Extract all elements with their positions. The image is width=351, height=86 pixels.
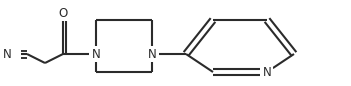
Text: N: N (263, 66, 271, 79)
Text: N: N (148, 47, 157, 60)
Text: N: N (2, 47, 11, 60)
Text: O: O (58, 7, 68, 20)
Text: N: N (92, 47, 100, 60)
